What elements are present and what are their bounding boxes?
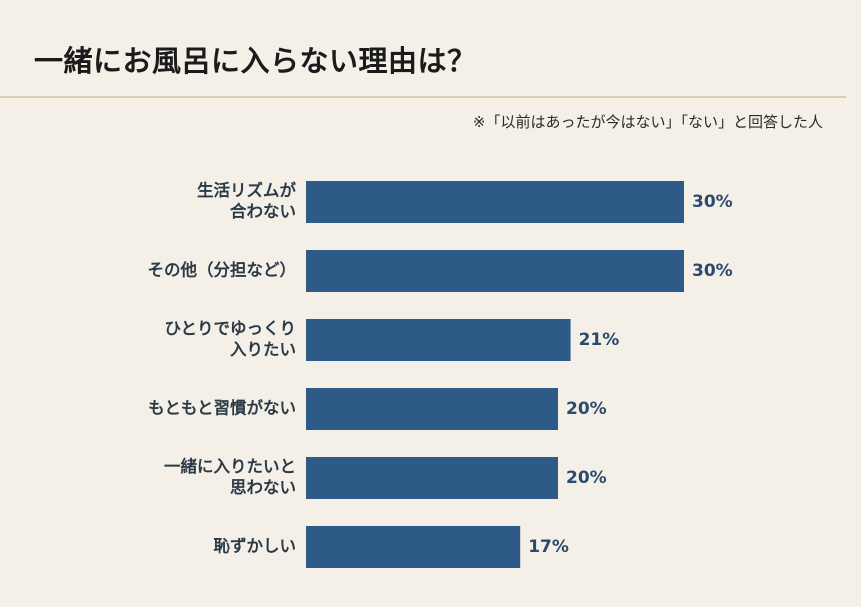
bar-0: [306, 181, 684, 223]
category-label-line: 入りたい: [230, 340, 296, 359]
category-label-line: 一緒に入りたいと: [164, 456, 296, 476]
category-label-line: もともと習慣がない: [148, 398, 296, 418]
title-divider: [0, 96, 846, 98]
value-label-1: 30%: [692, 261, 733, 281]
category-label-line: その他（分担など）: [148, 260, 297, 280]
category-label-line: 思わない: [230, 478, 296, 497]
value-label-3: 20%: [566, 399, 607, 419]
category-label-2: ひとりでゆっくり入りたい: [164, 319, 296, 359]
bar-2: [306, 319, 571, 361]
bar-1: [306, 250, 684, 292]
category-label-5: 恥ずかしい: [214, 537, 297, 556]
category-label-4: 一緒に入りたいと思わない: [164, 456, 296, 497]
page-title: 一緒にお風呂に入らない理由は？: [34, 44, 477, 78]
bar-3: [306, 388, 558, 430]
category-label-line: 生活リズムが: [197, 180, 297, 200]
category-label-0: 生活リズムが合わない: [197, 180, 297, 221]
value-label-2: 21%: [579, 330, 620, 350]
value-label-0: 30%: [692, 192, 733, 212]
category-label-3: もともと習慣がない: [148, 398, 296, 418]
category-label-line: 合わない: [230, 201, 296, 221]
category-label-1: その他（分担など）: [148, 260, 297, 280]
bar-5: [306, 526, 521, 568]
category-label-line: 恥ずかしい: [214, 537, 297, 556]
value-label-4: 20%: [566, 468, 607, 488]
value-label-5: 17%: [528, 537, 569, 557]
respondent-note: ※「以前はあったが今はない」「ない」と回答した人: [472, 113, 823, 131]
bar-4: [306, 457, 558, 499]
category-label-line: ひとりでゆっくり: [164, 319, 296, 338]
